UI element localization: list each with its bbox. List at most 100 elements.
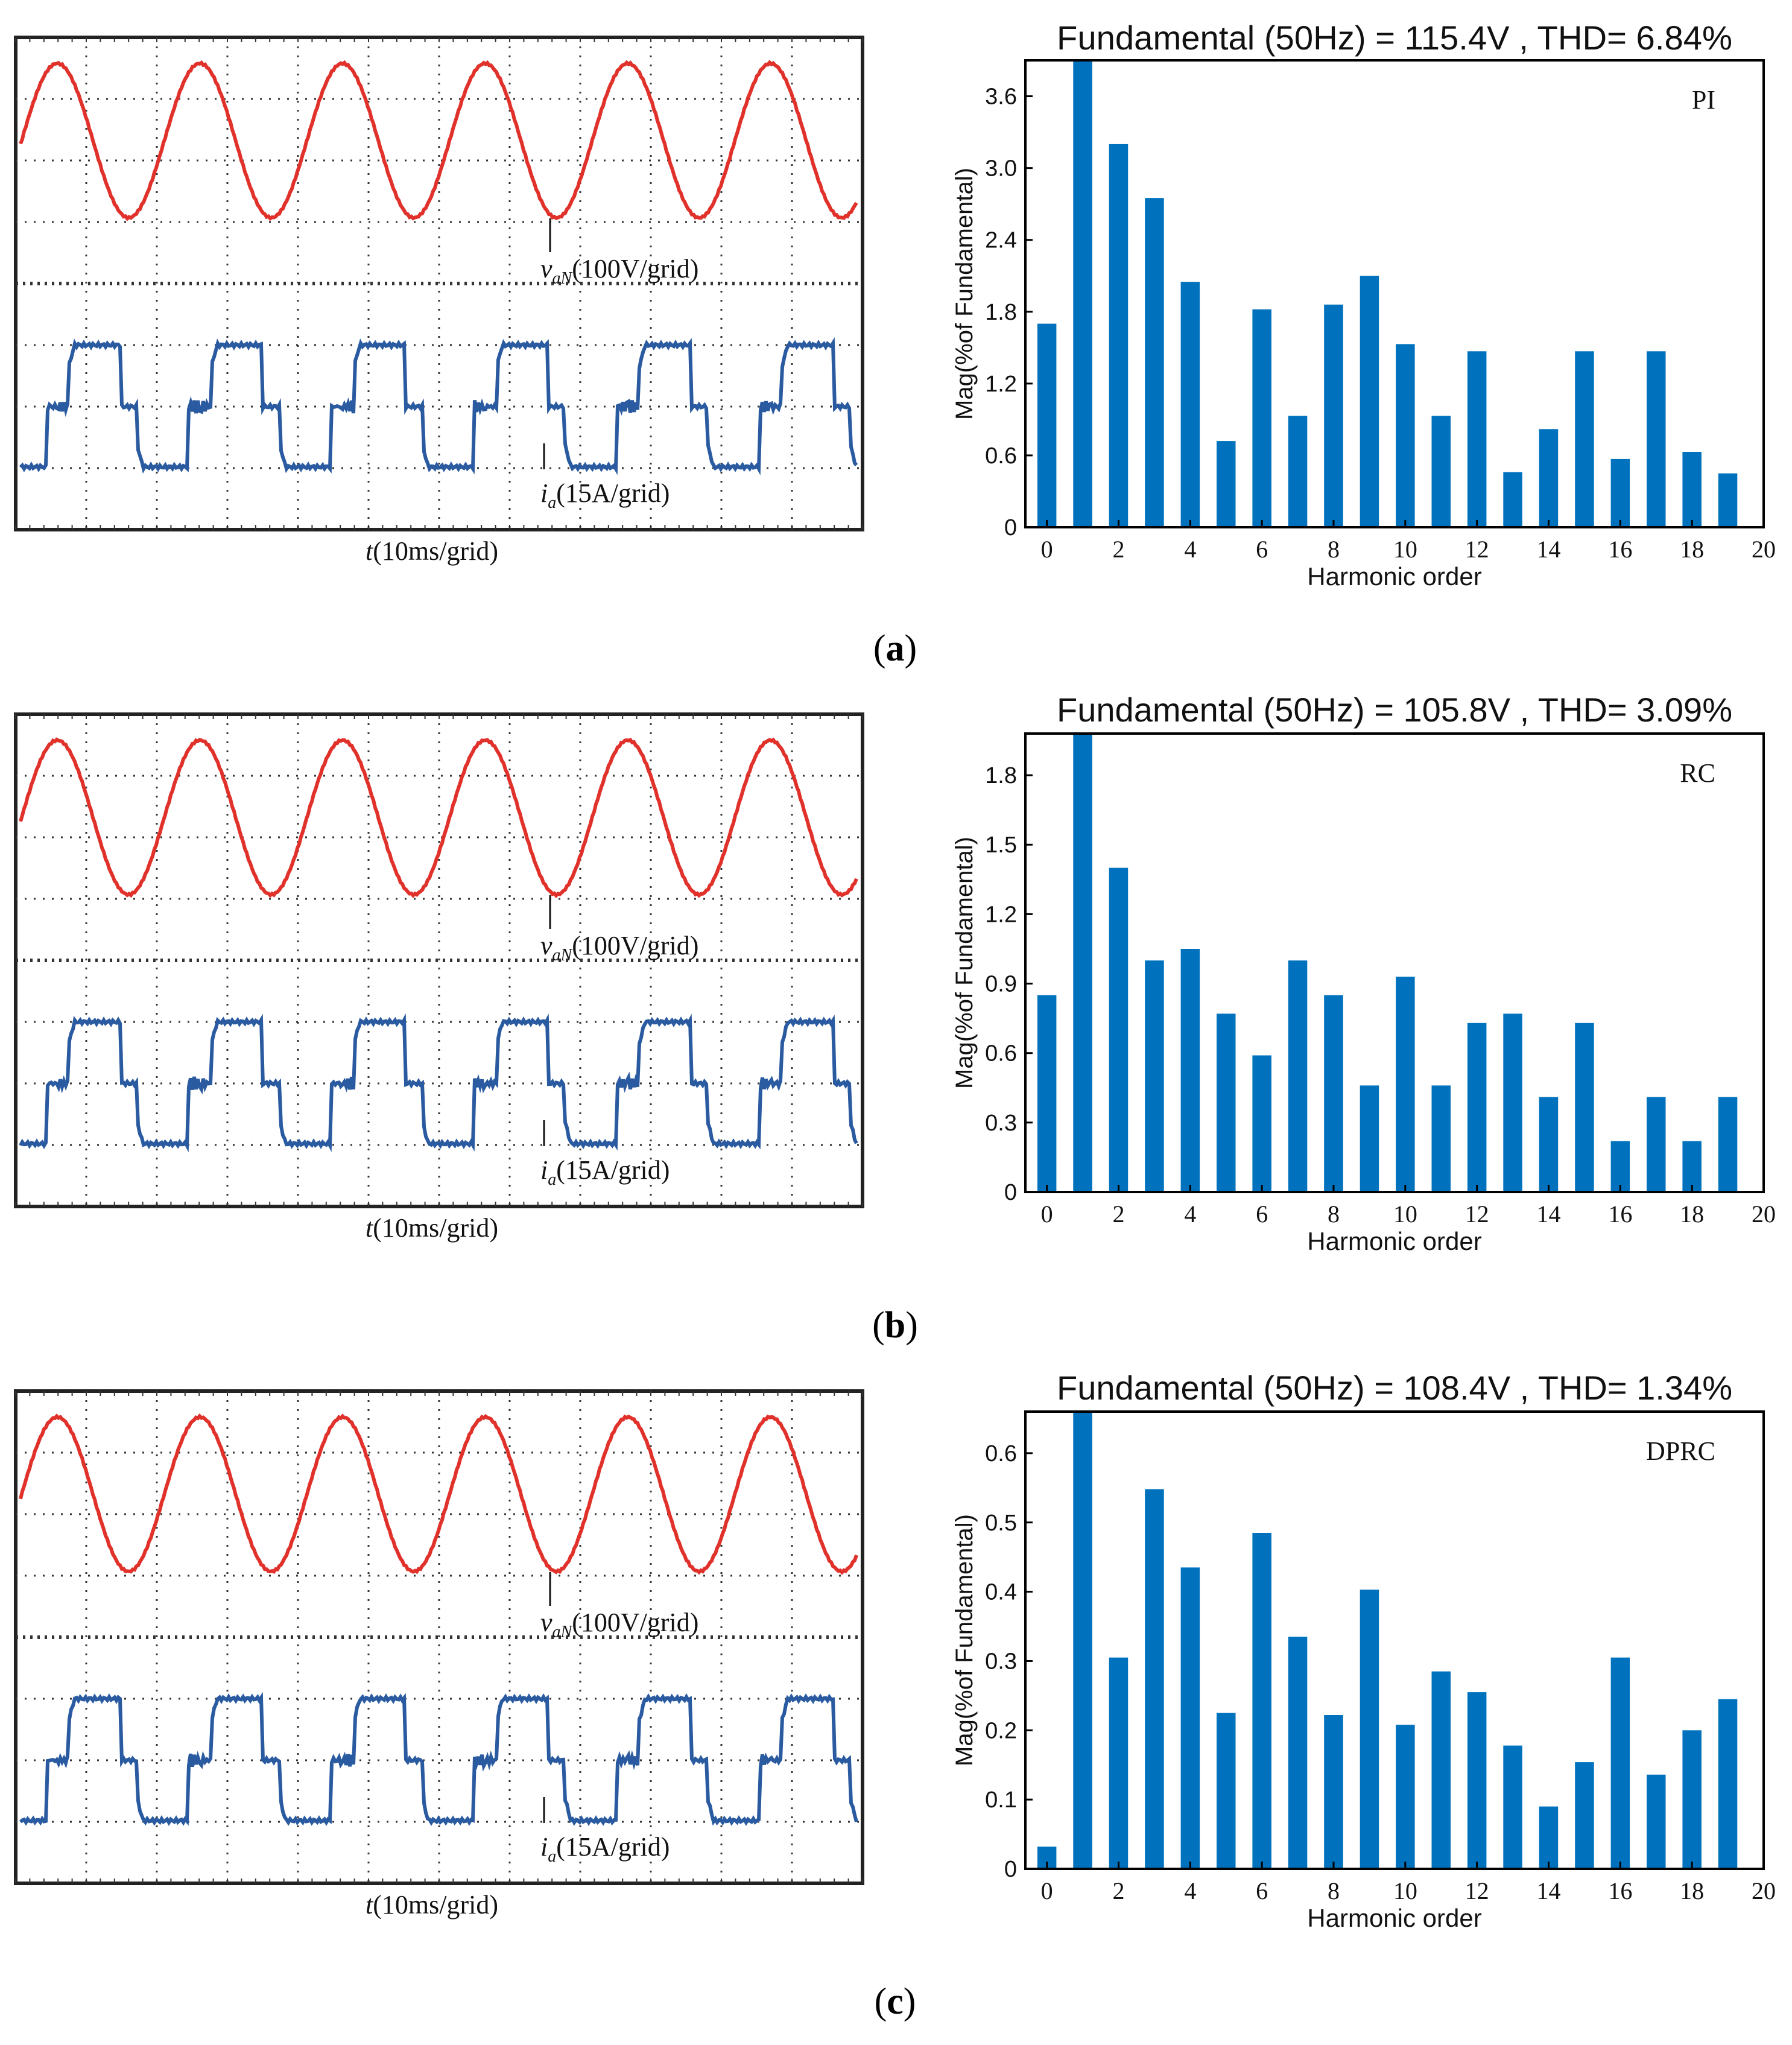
voltage-waveform xyxy=(19,1413,858,1575)
controller-label: PI xyxy=(1692,85,1715,115)
x-tick-label: 0 xyxy=(1041,536,1053,563)
x-tick-label: 8 xyxy=(1328,1200,1340,1228)
y-tick-label: 0.1 xyxy=(985,1787,1017,1813)
x-tick-label: 8 xyxy=(1328,1877,1340,1904)
harmonic-bar xyxy=(1682,1730,1702,1869)
y-tick-label: 0 xyxy=(1004,1180,1017,1205)
harmonic-spectrum-chart-c: 0 0.1 0.2 0.3 0.4 0.5 0.6 0 2 4 6 8 10 12 14 16 18 20 Fund… xyxy=(951,1369,1776,1932)
harmonic-bar xyxy=(1575,351,1594,527)
harmonic-bar xyxy=(1360,276,1379,527)
y-tick-label: 0.5 xyxy=(985,1511,1017,1536)
harmonic-bar xyxy=(1467,1022,1487,1192)
subfigure-caption-b: (b) xyxy=(872,1305,918,1346)
oscilloscope-panel-a: vaN(100V/grid) ia(15A/grid) t(10ms/grid) xyxy=(14,36,864,566)
voltage-label: vaN(100V/grid) xyxy=(540,1608,698,1641)
subfigure-caption-c: (c) xyxy=(875,1981,916,2022)
x-tick-label: 6 xyxy=(1256,536,1268,563)
y-tick-label: 1.8 xyxy=(985,763,1017,788)
current-label: ia(15A/grid) xyxy=(540,1155,670,1189)
harmonic-bar xyxy=(1396,344,1415,527)
scope-grid xyxy=(15,1391,863,1883)
harmonic-bar xyxy=(1180,1567,1200,1869)
x-tick-label: 2 xyxy=(1112,1877,1124,1904)
harmonic-bar xyxy=(1109,144,1129,527)
harmonic-bar xyxy=(1324,1715,1343,1869)
y-tick-label: 3.0 xyxy=(985,156,1017,182)
controller-label: RC xyxy=(1680,758,1715,788)
harmonic-bar xyxy=(1252,1533,1271,1869)
y-axis-label: Mag(%of Fundamental) xyxy=(951,1514,978,1766)
y-tick-label: 0.6 xyxy=(985,1041,1017,1067)
harmonic-bar xyxy=(1431,416,1451,527)
harmonic-bar xyxy=(1718,473,1738,527)
harmonic-bar xyxy=(1360,1590,1379,1869)
harmonic-bar xyxy=(1575,1762,1594,1869)
current-waveform xyxy=(19,1013,858,1153)
harmonic-bar xyxy=(1073,734,1092,1192)
y-tick-label: 0.9 xyxy=(985,972,1017,997)
y-tick-label: 0 xyxy=(1004,515,1017,541)
y-tick-label: 0.2 xyxy=(985,1718,1017,1743)
y-tick-label: 1.2 xyxy=(985,372,1017,397)
harmonic-bar xyxy=(1647,1097,1666,1192)
voltage-waveform xyxy=(19,737,858,898)
harmonic-bar xyxy=(1037,323,1057,527)
harmonic-bar xyxy=(1037,995,1057,1192)
axes-box xyxy=(1024,1410,1765,1870)
x-axis-label: Harmonic order xyxy=(1307,562,1481,591)
y-tick-label: 0 xyxy=(1004,1857,1017,1882)
harmonic-bar xyxy=(1718,1699,1738,1869)
x-tick-label: 2 xyxy=(1112,536,1124,563)
harmonic-bar xyxy=(1431,1671,1451,1869)
y-tick-label: 1.5 xyxy=(985,832,1017,858)
y-tick-label: 0.4 xyxy=(985,1580,1017,1605)
y-tick-label: 1.8 xyxy=(985,300,1017,325)
harmonic-bar xyxy=(1647,351,1666,527)
time-axis-label: t(10ms/grid) xyxy=(366,1890,498,1920)
harmonic-bar xyxy=(1431,1085,1451,1192)
x-tick-label: 20 xyxy=(1752,1877,1776,1904)
x-tick-label: 4 xyxy=(1184,536,1196,563)
x-tick-label: 12 xyxy=(1465,536,1489,563)
controller-label: DPRC xyxy=(1646,1436,1715,1466)
harmonic-bar xyxy=(1073,60,1092,527)
harmonic-bar xyxy=(1610,458,1630,527)
x-tick-label: 12 xyxy=(1465,1877,1489,1904)
harmonic-bar xyxy=(1575,1022,1594,1192)
x-tick-label: 6 xyxy=(1256,1877,1268,1904)
harmonic-bar xyxy=(1360,1085,1379,1192)
x-tick-label: 18 xyxy=(1680,536,1704,563)
harmonic-bar xyxy=(1288,416,1308,527)
axes-box xyxy=(1024,59,1765,528)
harmonic-bar xyxy=(1647,1774,1666,1869)
harmonic-bar xyxy=(1503,1013,1522,1192)
y-tick-label: 3.6 xyxy=(985,84,1017,110)
x-tick-label: 14 xyxy=(1536,1877,1560,1904)
oscilloscope-panel-b: vaN(100V/grid) ia(15A/grid) t(10ms/grid) xyxy=(14,712,864,1243)
harmonic-bar xyxy=(1396,977,1415,1192)
harmonic-bar xyxy=(1180,949,1200,1192)
time-axis-label: t(10ms/grid) xyxy=(366,1213,498,1243)
x-tick-label: 8 xyxy=(1328,536,1340,563)
harmonic-bar xyxy=(1610,1141,1630,1192)
x-tick-label: 20 xyxy=(1752,1200,1776,1228)
harmonic-bar xyxy=(1217,1013,1236,1192)
harmonic-bar xyxy=(1145,960,1164,1192)
current-label: ia(15A/grid) xyxy=(540,1832,670,1866)
harmonic-bar xyxy=(1180,282,1200,527)
x-tick-label: 10 xyxy=(1393,1200,1417,1228)
x-tick-label: 0 xyxy=(1041,1200,1053,1228)
y-tick-label: 0.6 xyxy=(985,443,1017,469)
harmonic-bar xyxy=(1467,351,1487,527)
current-waveform xyxy=(19,1691,858,1827)
x-tick-label: 4 xyxy=(1184,1200,1196,1228)
harmonic-bar xyxy=(1109,1657,1129,1869)
voltage-label: vaN(100V/grid) xyxy=(540,931,698,965)
harmonic-bar xyxy=(1718,1097,1738,1192)
x-tick-label: 14 xyxy=(1536,1200,1560,1228)
harmonic-bar xyxy=(1288,1637,1308,1869)
y-tick-label: 0.3 xyxy=(985,1111,1017,1136)
harmonic-bar xyxy=(1217,441,1236,527)
x-axis-label: Harmonic order xyxy=(1307,1904,1481,1932)
x-tick-label: 20 xyxy=(1752,536,1776,563)
